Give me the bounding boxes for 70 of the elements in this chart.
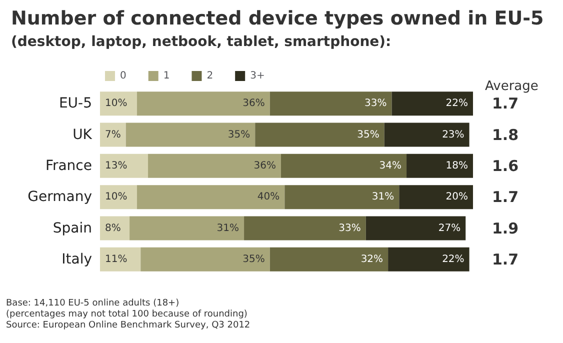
data-label: 10% <box>105 98 128 110</box>
bar <box>244 216 366 240</box>
bar <box>140 247 270 272</box>
text: Base: 14,110 EU-5 online adults (18+) <box>6 298 180 308</box>
chart-title: Number of connected device types owned in EU-5 <box>11 8 544 30</box>
bar <box>366 216 466 240</box>
data-label: 13% <box>105 160 128 172</box>
data-label: 8% <box>105 222 121 234</box>
bar <box>399 185 473 210</box>
text: 1.7 <box>492 188 519 206</box>
data-label: 31% <box>372 192 394 203</box>
legend-label: 0 <box>120 70 126 82</box>
source-note: Source: European Online Benchmark Survey, Q3 2012 <box>6 320 250 330</box>
data-label: 18% <box>446 160 468 172</box>
y-tick-label: Italy <box>62 251 92 268</box>
data-label: 33% <box>338 222 361 234</box>
text: (percentages may not total 100 because of rounding) <box>6 310 248 320</box>
bar <box>136 185 285 210</box>
bar <box>136 92 270 116</box>
bar <box>126 122 256 147</box>
bar <box>255 122 384 147</box>
y-tick-label: EU-5 <box>58 96 92 112</box>
data-label: 20% <box>446 192 468 203</box>
bar <box>148 154 281 178</box>
legend-label: 3+ <box>250 70 265 82</box>
y-tick-label: Spain <box>52 220 92 236</box>
bar <box>270 92 392 116</box>
data-label: 22% <box>442 254 464 265</box>
y-tick-label: Germany <box>28 189 92 206</box>
data-label: 27% <box>438 222 461 234</box>
bar <box>388 247 470 272</box>
text: 1.7 <box>492 94 519 113</box>
legend-label: 2 <box>206 70 214 82</box>
text: Average <box>485 79 538 94</box>
bar <box>284 185 400 210</box>
legend-label: 1 <box>163 70 170 82</box>
chart-subtitle: (desktop, laptop, netbook, tablet, smartphone): <box>11 34 392 50</box>
data-label: 34% <box>379 160 402 172</box>
data-label: 36% <box>242 98 265 110</box>
bar <box>384 122 470 147</box>
data-label: 23% <box>442 129 464 140</box>
bar <box>280 154 407 178</box>
data-label: 35% <box>242 254 265 265</box>
bar <box>100 122 126 147</box>
data-label: 22% <box>446 98 468 110</box>
data-label: 40% <box>257 192 280 203</box>
bar <box>100 154 148 178</box>
text: 1.9 <box>492 219 519 238</box>
text: 1.7 <box>492 250 519 268</box>
data-label: 36% <box>254 160 276 172</box>
bar <box>392 92 473 116</box>
bar <box>406 154 473 178</box>
data-label: 35% <box>228 129 250 140</box>
y-tick-label: France <box>45 158 92 174</box>
bar <box>100 92 137 116</box>
text: 1.6 <box>492 156 519 175</box>
data-label: 11% <box>105 254 128 265</box>
data-label: 7% <box>105 129 121 140</box>
bar <box>100 216 130 240</box>
bar <box>270 247 388 272</box>
text: 1.8 <box>492 126 519 144</box>
bar <box>130 216 244 240</box>
data-label: 35% <box>357 129 380 140</box>
bar <box>100 247 141 272</box>
bar <box>100 185 137 210</box>
data-label: 31% <box>216 222 240 234</box>
data-label: 32% <box>360 254 384 265</box>
y-tick-label: UK <box>72 126 93 143</box>
data-label: 10% <box>105 192 128 203</box>
data-label: 33% <box>364 98 387 110</box>
